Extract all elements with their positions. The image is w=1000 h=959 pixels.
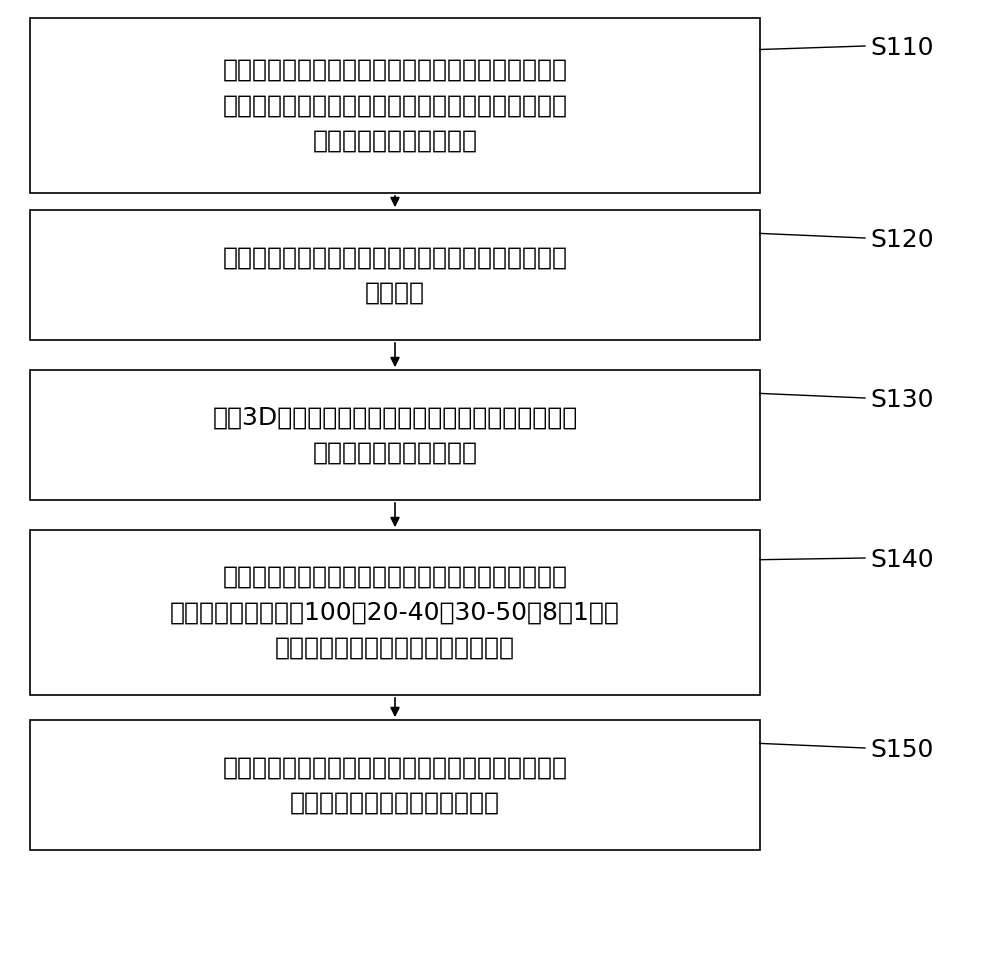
Text: 将所述硅树脂、所述扩链剂、所述交联剂、所述催化
剂和所述抑制剂按照100：20-40：30-50：8：1的质
量比混合均匀，制得所述硅树脂基体: 将所述硅树脂、所述扩链剂、所述交联剂、所述催化 剂和所述抑制剂按照100：20-… xyxy=(170,565,620,660)
Text: 将所述氮化硼复配粉体和所述成型剂混合均匀，制得
混合浆料: 将所述氮化硼复配粉体和所述成型剂混合均匀，制得 混合浆料 xyxy=(222,246,568,305)
Text: 通过真空浸渍将所述硅树脂基体注入所述填料骨架的
空隙中，得到所述导热界面材料: 通过真空浸渍将所述硅树脂基体注入所述填料骨架的 空隙中，得到所述导热界面材料 xyxy=(222,756,568,815)
Text: S110: S110 xyxy=(870,36,934,60)
Text: S120: S120 xyxy=(870,228,934,252)
Text: 将改性氮化硼粉体、第一类球形金刚石粉体、第二类
球形金刚石粉体和第三类球形金刚石粉体混合均匀，
制得所述氮化硼复配粉体: 将改性氮化硼粉体、第一类球形金刚石粉体、第二类 球形金刚石粉体和第三类球形金刚石… xyxy=(222,58,568,152)
Bar xyxy=(30,370,760,500)
Bar xyxy=(30,18,760,193)
Bar xyxy=(30,530,760,695)
Bar xyxy=(30,210,760,340)
Text: S150: S150 xyxy=(870,738,933,762)
Text: 通过3D打印将所述混合浆料构筑形成具有所述多取向
网络结构的所述填料骨架: 通过3D打印将所述混合浆料构筑形成具有所述多取向 网络结构的所述填料骨架 xyxy=(212,406,578,465)
Bar xyxy=(30,720,760,850)
Text: S140: S140 xyxy=(870,548,934,572)
Text: S130: S130 xyxy=(870,388,934,412)
